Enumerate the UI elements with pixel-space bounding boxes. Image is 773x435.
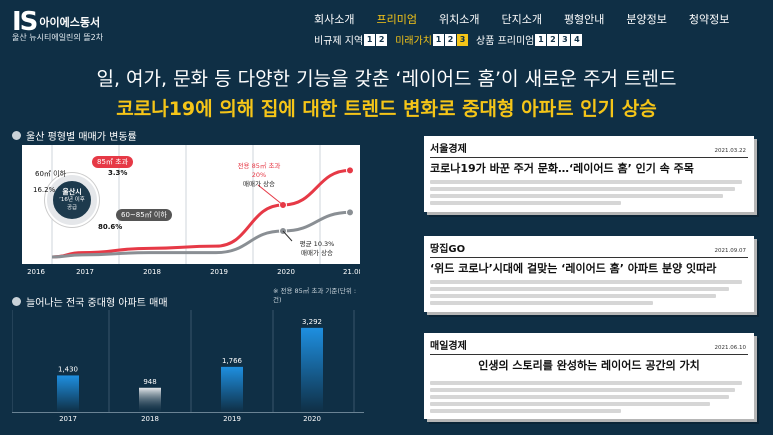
bullet-icon <box>12 297 21 306</box>
subnav-page-button[interactable]: 1 <box>535 33 547 46</box>
legend-pill-small: 60㎡ 이하 <box>35 170 67 178</box>
subnav-group-2[interactable]: 상품 프리미엄 1 2 3 4 <box>476 32 583 47</box>
bar-value-label: 948 <box>143 378 156 386</box>
bar-category-label: 2018 <box>141 415 159 423</box>
callout-gray-line: 평균 10.3% <box>299 240 335 248</box>
subnav-group-0[interactable]: 비규제 지역 1 2 <box>314 32 388 47</box>
logo[interactable]: IS 아이에스동서 <box>12 9 100 35</box>
year-label: 2016 <box>27 268 45 276</box>
line-point <box>346 166 354 175</box>
legend-value-small: 16.2% <box>33 186 56 194</box>
bar-2017 <box>57 375 79 412</box>
bar-2020 <box>301 327 323 412</box>
sub-nav: 비규제 지역 1 2 미래가치 1 2 3 상품 프리미엄 1 2 3 4 <box>314 32 590 47</box>
bar-chart-title-text: 늘어나는 전국 중대형 아파트 매매 <box>26 298 168 309</box>
nav-item-1[interactable]: 프리미엄 <box>376 13 417 26</box>
callout-leader <box>282 230 293 242</box>
bar-value-label: 1,430 <box>58 365 78 373</box>
article-title: ‘위드 코로나’시대에 걸맞는 ‘레이어드 홈’ 아파트 분양 잇따라 <box>430 262 717 275</box>
article-source: 땅집GO <box>430 244 466 255</box>
nav-item-4[interactable]: 평형안내 <box>563 13 605 26</box>
nav-item-2[interactable]: 위치소개 <box>438 13 480 26</box>
headline-primary: 일, 여가, 문화 등 다양한 기능을 갖춘 ‘레이어드 홈’이 새로운 주거 … <box>96 68 677 90</box>
subnav-page-button[interactable]: 1 <box>364 33 376 46</box>
donut-text: 울산시 <box>62 188 82 196</box>
donut-text: 공급 <box>66 205 78 211</box>
subnav-page-button[interactable]: 2 <box>547 33 559 46</box>
article-source: 서울경제 <box>430 144 467 155</box>
nav-item-5[interactable]: 분양정보 <box>626 13 667 26</box>
main-nav: 회사소개 프리미엄 위치소개 단지소개 평형안내 분양정보 청약정보 <box>314 11 751 27</box>
nav-item-6[interactable]: 청약정보 <box>688 13 730 26</box>
subnav-label[interactable]: 비규제 지역 <box>314 36 364 47</box>
year-label: 21.08 <box>343 268 360 276</box>
line-series-0 <box>51 168 351 259</box>
year-label: 2019 <box>210 268 228 276</box>
year-label: 2017 <box>76 268 94 276</box>
subnav-label[interactable]: 상품 프리미엄 <box>476 36 535 47</box>
legend-pill-mid: 60~85㎡ 이하 <box>116 209 172 221</box>
subnav-page-button[interactable]: 3 <box>457 33 468 46</box>
bar-category-label: 2019 <box>223 415 241 423</box>
bar-value-label: 1,766 <box>222 357 243 365</box>
subnav-page-button[interactable]: 4 <box>571 33 583 46</box>
logo-name: 아이에스동서 <box>39 16 101 29</box>
article-card-1[interactable]: 서울경제 2021.03.22 코로나19가 바꾼 주거 문화…‘레이어드 홈’… <box>424 136 754 212</box>
callout-red: 전용 85㎡ 초과 20% 매매가 상승 <box>227 162 291 189</box>
bullet-icon <box>12 131 21 140</box>
line-series-1 <box>51 210 351 259</box>
callout-gray: 평균 10.3% 매매가 상승 <box>287 240 347 258</box>
line-chart-title-text: 울산 평형별 매매가 변동률 <box>26 132 137 143</box>
callout-red-line: 매매가 상승 <box>243 180 275 188</box>
donut-text: ’16년 이후 <box>59 197 85 203</box>
article-body <box>430 381 748 413</box>
nav-item-3[interactable]: 단지소개 <box>501 13 542 26</box>
article-source: 매일경제 <box>430 341 467 352</box>
article-date: 2021.03.22 <box>714 148 747 154</box>
headline-secondary: 코로나19에 의해 집에 대한 트렌드 변화로 중대형 아파트 인기 상승 <box>116 98 657 120</box>
bar-chart-note: ※ 전용 85㎡ 초과 기준(단위 : 건) <box>273 287 357 304</box>
legend-pill-large: 85㎡ 초과 <box>92 156 134 168</box>
subnav-label[interactable]: 미래가치 <box>395 36 432 47</box>
nav-item-0[interactable]: 회사소개 <box>314 13 355 26</box>
legend-value-mid: 80.6% <box>98 223 123 231</box>
article-title: 인생의 스토리를 완성하는 레이어드 공간의 가치 <box>478 359 700 372</box>
bar-chart: 1,430 2017 948 2018 1,766 2019 3,292 2020 <box>12 310 364 423</box>
subnav-group-1[interactable]: 미래가치 1 2 3 <box>395 32 468 47</box>
year-label: 2018 <box>143 268 161 276</box>
legend-value-large: 3.3% <box>108 169 128 177</box>
site-header: IS 아이에스동서 울산 뉴시티에일린의 뜰2차 회사소개 프리미엄 위치소개 단지소… <box>0 0 773 48</box>
article-title: 코로나19가 바꾼 주거 문화…‘레이어드 홈’ 인기 속 주목 <box>430 162 694 175</box>
article-body <box>430 180 748 205</box>
article-body <box>430 280 748 305</box>
subnav-page-button[interactable]: 2 <box>376 33 388 46</box>
line-chart-title: 울산 평형별 매매가 변동률 <box>12 128 137 143</box>
year-label: 2020 <box>277 268 295 276</box>
logo-mark: IS <box>12 7 38 37</box>
bar-chart-title: 늘어나는 전국 중대형 아파트 매매 <box>12 294 168 309</box>
logo-subtitle: 울산 뉴시티에일린의 뜰2차 <box>12 33 104 42</box>
subnav-page-button[interactable]: 1 <box>433 33 444 46</box>
article-date: 2021.06.10 <box>714 345 747 351</box>
article-date: 2021.09.07 <box>714 248 747 254</box>
bar-value-label: 3,292 <box>302 318 322 326</box>
callout-gray-line: 매매가 상승 <box>301 249 333 257</box>
line-point <box>346 208 354 217</box>
callout-leader <box>257 184 284 206</box>
subnav-page-button[interactable]: 2 <box>445 33 456 46</box>
callout-red-line: 20% <box>251 171 267 179</box>
callout-red-line: 전용 85㎡ 초과 <box>237 162 281 170</box>
bar-category-label: 2017 <box>59 415 77 423</box>
article-card-3[interactable]: 매일경제 2021.06.10 인생의 스토리를 완성하는 레이어드 공간의 가… <box>424 333 754 419</box>
bar-category-label: 2020 <box>303 415 321 423</box>
bar-2018 <box>139 387 161 412</box>
subnav-page-button[interactable]: 3 <box>559 33 571 46</box>
bar-2019 <box>221 366 243 412</box>
article-card-2[interactable]: 땅집GO 2021.09.07 ‘위드 코로나’시대에 걸맞는 ‘레이어드 홈’… <box>424 236 754 312</box>
